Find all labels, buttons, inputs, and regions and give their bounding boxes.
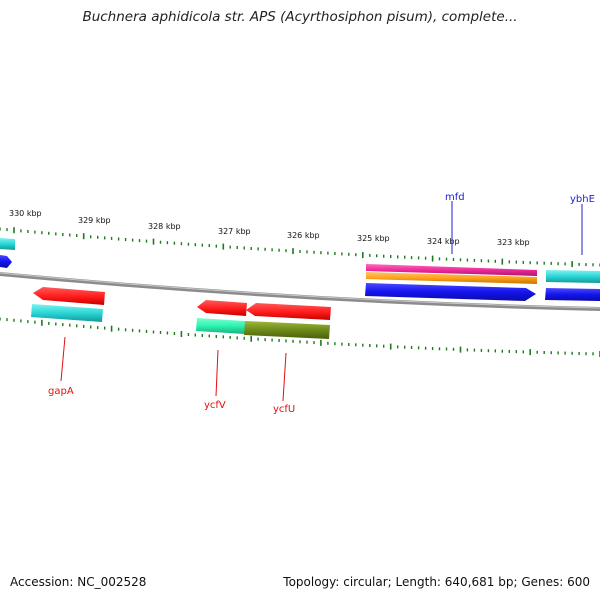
forward-strand-features — [0, 238, 600, 301]
outer-tick-row — [0, 227, 600, 268]
tick-label-326kbp: 326 kbp — [287, 231, 320, 240]
tick-label-323kbp: 323 kbp — [497, 238, 530, 247]
gene-feature-cyan-reverse[interactable] — [31, 304, 103, 322]
gene-label-ycfV[interactable]: ycfV — [204, 400, 226, 411]
gene-feature-cyan-left-edge[interactable] — [0, 238, 15, 250]
gene-label-ybhE[interactable]: ybhE — [570, 194, 595, 205]
tick-label-330kbp: 330 kbp — [9, 209, 42, 218]
backbone-arc — [0, 272, 600, 311]
gene-label-gapA[interactable]: gapA — [48, 386, 74, 397]
ycfU-leader-line — [282, 352, 287, 402]
gene-leader-lines — [60, 201, 583, 402]
gene-labels: mfd ybhE gapA ycfV ycfU — [48, 192, 595, 415]
gene-feature-blue-right-edge[interactable] — [545, 288, 600, 301]
tick-label-327kbp: 327 kbp — [218, 227, 251, 236]
tick-label-328kbp: 328 kbp — [148, 222, 181, 231]
gene-feature-orange[interactable] — [366, 272, 537, 284]
reverse-strand-features — [31, 287, 331, 339]
backbone-arc-highlight — [0, 272, 600, 309]
gene-feature-gapA[interactable] — [33, 287, 105, 305]
gene-feature-spring-green[interactable] — [196, 318, 245, 334]
tick-label-329kbp: 329 kbp — [78, 216, 111, 225]
map-title: Buchnera aphidicola str. APS (Acyrthosip… — [82, 9, 518, 25]
gapA-leader-line — [60, 336, 66, 382]
tick-label-324kbp: 324 kbp — [427, 237, 460, 246]
gene-feature-ycfU[interactable] — [246, 303, 331, 320]
tick-labels: 330 kbp 329 kbp 328 kbp 327 kbp 326 kbp … — [9, 209, 530, 247]
tick-label-325kbp: 325 kbp — [357, 234, 390, 243]
gene-feature-ycfV[interactable] — [197, 300, 247, 316]
gene-feature-olive[interactable] — [244, 321, 330, 339]
gene-feature-mfd[interactable] — [365, 283, 536, 301]
gene-label-ycfU[interactable]: ycfU — [273, 404, 295, 415]
gene-feature-ybhE[interactable] — [546, 270, 600, 283]
ycfV-leader-line — [215, 349, 219, 397]
gene-feature-magenta[interactable] — [366, 264, 537, 276]
accession-text: Accession: NC_002528 — [10, 575, 147, 589]
gene-label-mfd[interactable]: mfd — [445, 192, 465, 203]
topology-summary-text: Topology: circular; Length: 640,681 bp; … — [283, 575, 590, 589]
inner-tick-row — [0, 317, 600, 357]
gene-feature-blue-left-edge[interactable] — [0, 255, 12, 268]
